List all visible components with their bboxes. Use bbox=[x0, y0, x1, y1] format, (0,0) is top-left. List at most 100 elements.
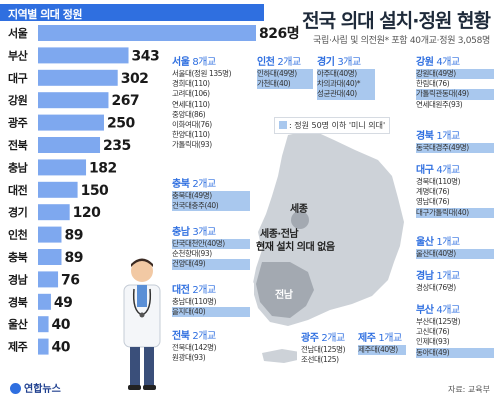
school-item: 건양대(49) bbox=[172, 259, 250, 270]
school-item: 단국대천안(40명) bbox=[172, 239, 250, 250]
bar-value-label: 89 bbox=[64, 250, 82, 266]
jeonnam-shape bbox=[256, 262, 314, 318]
page-title: 전국 의대 설치·정원 현황 bbox=[302, 10, 491, 32]
school-item: 한림대(76) bbox=[416, 79, 450, 89]
chart-title: 지역별 의대 정원 bbox=[8, 8, 83, 21]
bar-value-label: 40 bbox=[52, 317, 71, 333]
map-label-jeonnam: 전남 bbox=[275, 290, 293, 301]
school-item: 부산대(125명) bbox=[416, 317, 461, 326]
bar-category-label: 광주 bbox=[8, 117, 28, 130]
region-head: 경남 1개교 bbox=[416, 271, 460, 282]
bar-category-label: 대전 bbox=[8, 183, 28, 197]
school-item: 동국대경주(49명) bbox=[416, 143, 494, 154]
region-box-chungbuk: 충북 2개교 충북대(49명) 건국대충주(40) bbox=[168, 176, 254, 214]
school-item: 전북대(142명) bbox=[172, 343, 217, 352]
region-box-jeonbuk: 전북 2개교 전북대(142명) 원광대(93) bbox=[168, 328, 254, 366]
bar bbox=[38, 226, 62, 243]
bar-value-label: 182 bbox=[89, 160, 117, 176]
school-item: 전남대(125명) bbox=[301, 345, 346, 354]
school-item: 울산대(40명) bbox=[416, 249, 494, 260]
map-label-sejong-jeonnam: 세종·전남 bbox=[260, 229, 299, 240]
bar bbox=[38, 92, 109, 109]
region-head: 부산 4개교 bbox=[416, 305, 460, 316]
school-item: 충북대(49명) bbox=[172, 191, 250, 202]
bar bbox=[38, 249, 62, 265]
bar bbox=[38, 47, 129, 64]
region-head: 광주 2개교 bbox=[301, 333, 345, 344]
bar-category-label: 경북 bbox=[8, 295, 28, 309]
region-box-gangwon: 강원 4개교 강원대(49명) 한림대(76) 가톨릭관동대(49) 연세대원주… bbox=[412, 54, 498, 112]
region-box-jeju: 제주 1개교 제주대(40명) bbox=[354, 330, 410, 358]
school-item: 건국대충주(40) bbox=[172, 201, 250, 212]
bar-value-label: 302 bbox=[121, 71, 149, 87]
school-item: 가톨릭관동대(49) bbox=[416, 89, 494, 100]
bar-value-label: 89 bbox=[64, 228, 82, 244]
bar-category-label: 강원 bbox=[8, 93, 28, 107]
school-item: 강원대(49명) bbox=[416, 69, 494, 80]
bar bbox=[38, 316, 49, 333]
map-label-no-school: 현재 설치 의대 없음 bbox=[256, 242, 335, 253]
page-subtitle: 국립·사립 및 의전원* 포함 40개교·정원 3,058명 bbox=[313, 36, 490, 46]
bar-value-label: 40 bbox=[52, 340, 71, 356]
bar bbox=[38, 293, 51, 310]
school-item: 대구가톨릭대(40) bbox=[416, 207, 494, 218]
bar-value-label: 267 bbox=[111, 93, 139, 109]
mini-swatch bbox=[279, 121, 287, 129]
school-item: 가천대(40) bbox=[257, 79, 313, 90]
region-head: 경기 3개교 bbox=[317, 57, 361, 68]
school-item: 고려대(106) bbox=[172, 89, 210, 99]
bar-value-label: 343 bbox=[132, 48, 160, 64]
region-box-busan: 부산 4개교 부산대(125명) 고신대(76) 인제대(93) 동아대(49) bbox=[412, 302, 498, 360]
mini-legend: : 정원 50명 이하 '미니 의대' bbox=[274, 117, 391, 134]
school-item: 순천향대(93) bbox=[172, 249, 212, 259]
bar bbox=[38, 137, 101, 153]
bar-category-label: 인천 bbox=[8, 228, 28, 242]
school-item: 조선대(125) bbox=[301, 355, 339, 365]
region-head: 전북 2개교 bbox=[172, 331, 216, 342]
jeju-shape bbox=[262, 349, 302, 363]
school-item: 충남대(110명) bbox=[172, 297, 217, 306]
region-box-chungnam: 충남 3개교 단국대천안(40명) 순천향대(93) 건양대(49) bbox=[168, 224, 254, 272]
bar bbox=[38, 159, 87, 176]
sejong-marker bbox=[291, 211, 309, 229]
bar bbox=[38, 25, 256, 41]
logo: 연합뉴스 bbox=[10, 380, 61, 395]
region-head: 대구 4개교 bbox=[416, 165, 460, 176]
school-item: 경희대(110) bbox=[172, 79, 210, 89]
bar bbox=[38, 271, 59, 288]
school-item: 영남대(76) bbox=[416, 197, 450, 207]
school-item: 아주대(40명) bbox=[317, 69, 375, 80]
bar-value-label: 826명 bbox=[259, 25, 299, 42]
region-box-daegu: 대구 4개교 경북대(110명) 계명대(76) 영남대(76) 대구가톨릭대(… bbox=[412, 162, 498, 220]
school-item: 인제대(93) bbox=[416, 337, 450, 347]
region-head: 충남 3개교 bbox=[172, 227, 216, 238]
region-box-daejeon: 대전 2개교 충남대(110명) 을지대(40) bbox=[168, 282, 254, 320]
mini-legend-text: : 정원 50명 이하 '미니 의대' bbox=[289, 121, 386, 130]
bar-value-label: 49 bbox=[54, 295, 72, 311]
chart-title-bar: 지역별 의대 정원 bbox=[0, 4, 264, 21]
school-item: 경상대(76명) bbox=[416, 283, 456, 292]
bar-category-label: 전북 bbox=[8, 138, 28, 152]
region-box-gyeongnam: 경남 1개교 경상대(76명) bbox=[412, 268, 498, 296]
bar-category-label: 서울 bbox=[8, 26, 28, 40]
source-note: 자료: 교육부 bbox=[447, 385, 490, 394]
region-head: 경북 1개교 bbox=[416, 131, 460, 142]
school-item: 계명대(76) bbox=[416, 187, 450, 197]
bar-category-label: 충남 bbox=[8, 160, 28, 174]
region-box-gyeongbuk: 경북 1개교 동국대경주(49명) bbox=[412, 128, 498, 156]
school-item: 인하대(49명) bbox=[257, 69, 313, 80]
bar-category-label: 경남 bbox=[8, 272, 28, 286]
school-item: 한양대(110) bbox=[172, 130, 210, 140]
region-head: 충북 2개교 bbox=[172, 179, 216, 190]
bar-value-label: 235 bbox=[103, 138, 131, 154]
bar bbox=[38, 338, 49, 355]
bar bbox=[38, 69, 118, 86]
school-item: 중앙대(86) bbox=[172, 109, 206, 119]
bar-value-label: 76 bbox=[61, 272, 79, 288]
school-item: 연세대(110) bbox=[172, 99, 210, 109]
region-box-seoul: 서울 8개교 서울대(정원 135명) 경희대(110) 고려대(106) 연세… bbox=[168, 54, 262, 153]
region-head: 서울 8개교 bbox=[172, 57, 216, 68]
school-item: 차의과대(40)* bbox=[317, 79, 375, 90]
